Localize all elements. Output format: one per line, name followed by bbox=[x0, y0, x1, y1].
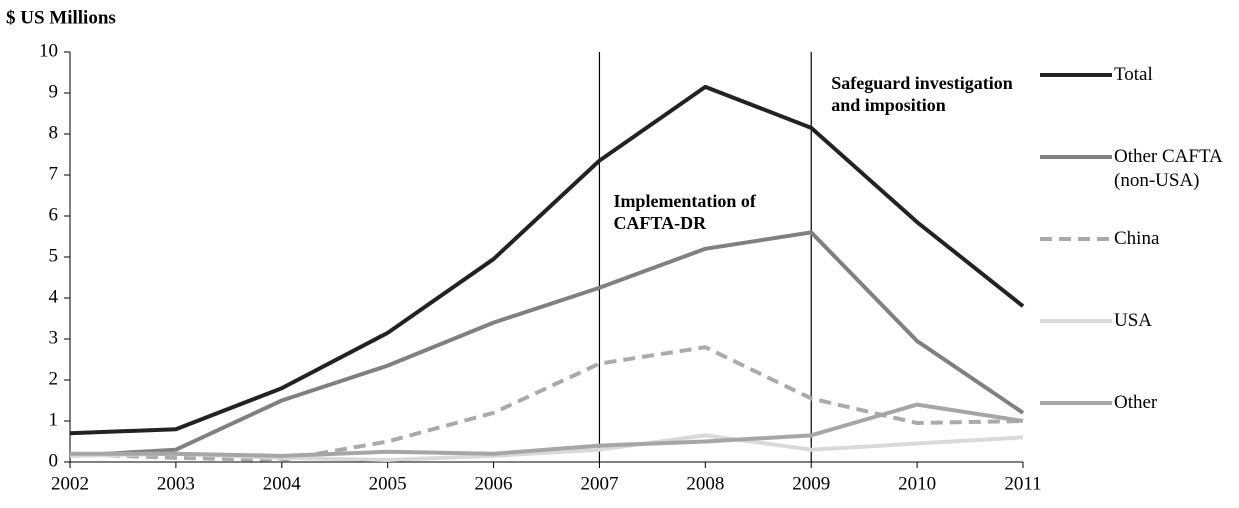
x-tick-label: 2006 bbox=[475, 473, 513, 494]
series-line bbox=[69, 230, 1025, 458]
x-tick-label: 2007 bbox=[580, 473, 618, 494]
annotation-text: Implementation of CAFTA-DR bbox=[613, 191, 756, 233]
y-tick-label: 10 bbox=[39, 40, 58, 61]
y-tick-label: 3 bbox=[49, 327, 59, 348]
series-line bbox=[69, 345, 1024, 462]
x-tick-label: 2005 bbox=[369, 473, 407, 494]
y-axis-label: $ US Millions bbox=[6, 7, 116, 28]
x-tick-label: 2002 bbox=[51, 473, 89, 494]
y-tick-label: 0 bbox=[49, 450, 59, 471]
x-tick-label: 2004 bbox=[263, 473, 302, 494]
legend-label: Other bbox=[1114, 392, 1158, 413]
series-line bbox=[70, 402, 1024, 458]
y-tick-label: 2 bbox=[49, 368, 59, 389]
y-tick-label: 9 bbox=[49, 81, 59, 102]
y-tick-label: 1 bbox=[49, 409, 59, 430]
x-tick-label: 2011 bbox=[1004, 473, 1041, 494]
annotation-text: Safeguard investigation and imposition bbox=[831, 73, 1013, 115]
x-tick-label: 2008 bbox=[686, 473, 724, 494]
legend-label: Total bbox=[1114, 64, 1153, 85]
y-tick-label: 4 bbox=[49, 286, 59, 307]
legend-label: China bbox=[1114, 228, 1160, 249]
legend-label: Other CAFTA (non-USA) bbox=[1114, 146, 1222, 191]
y-tick-label: 8 bbox=[49, 122, 59, 143]
legend-label: USA bbox=[1114, 310, 1153, 331]
y-tick-label: 7 bbox=[49, 163, 59, 184]
y-tick-label: 6 bbox=[49, 204, 59, 225]
series-line bbox=[69, 84, 1025, 436]
x-tick-label: 2003 bbox=[157, 473, 195, 494]
x-tick-label: 2009 bbox=[792, 473, 830, 494]
y-tick-label: 5 bbox=[49, 245, 59, 266]
x-tick-label: 2010 bbox=[898, 473, 936, 494]
